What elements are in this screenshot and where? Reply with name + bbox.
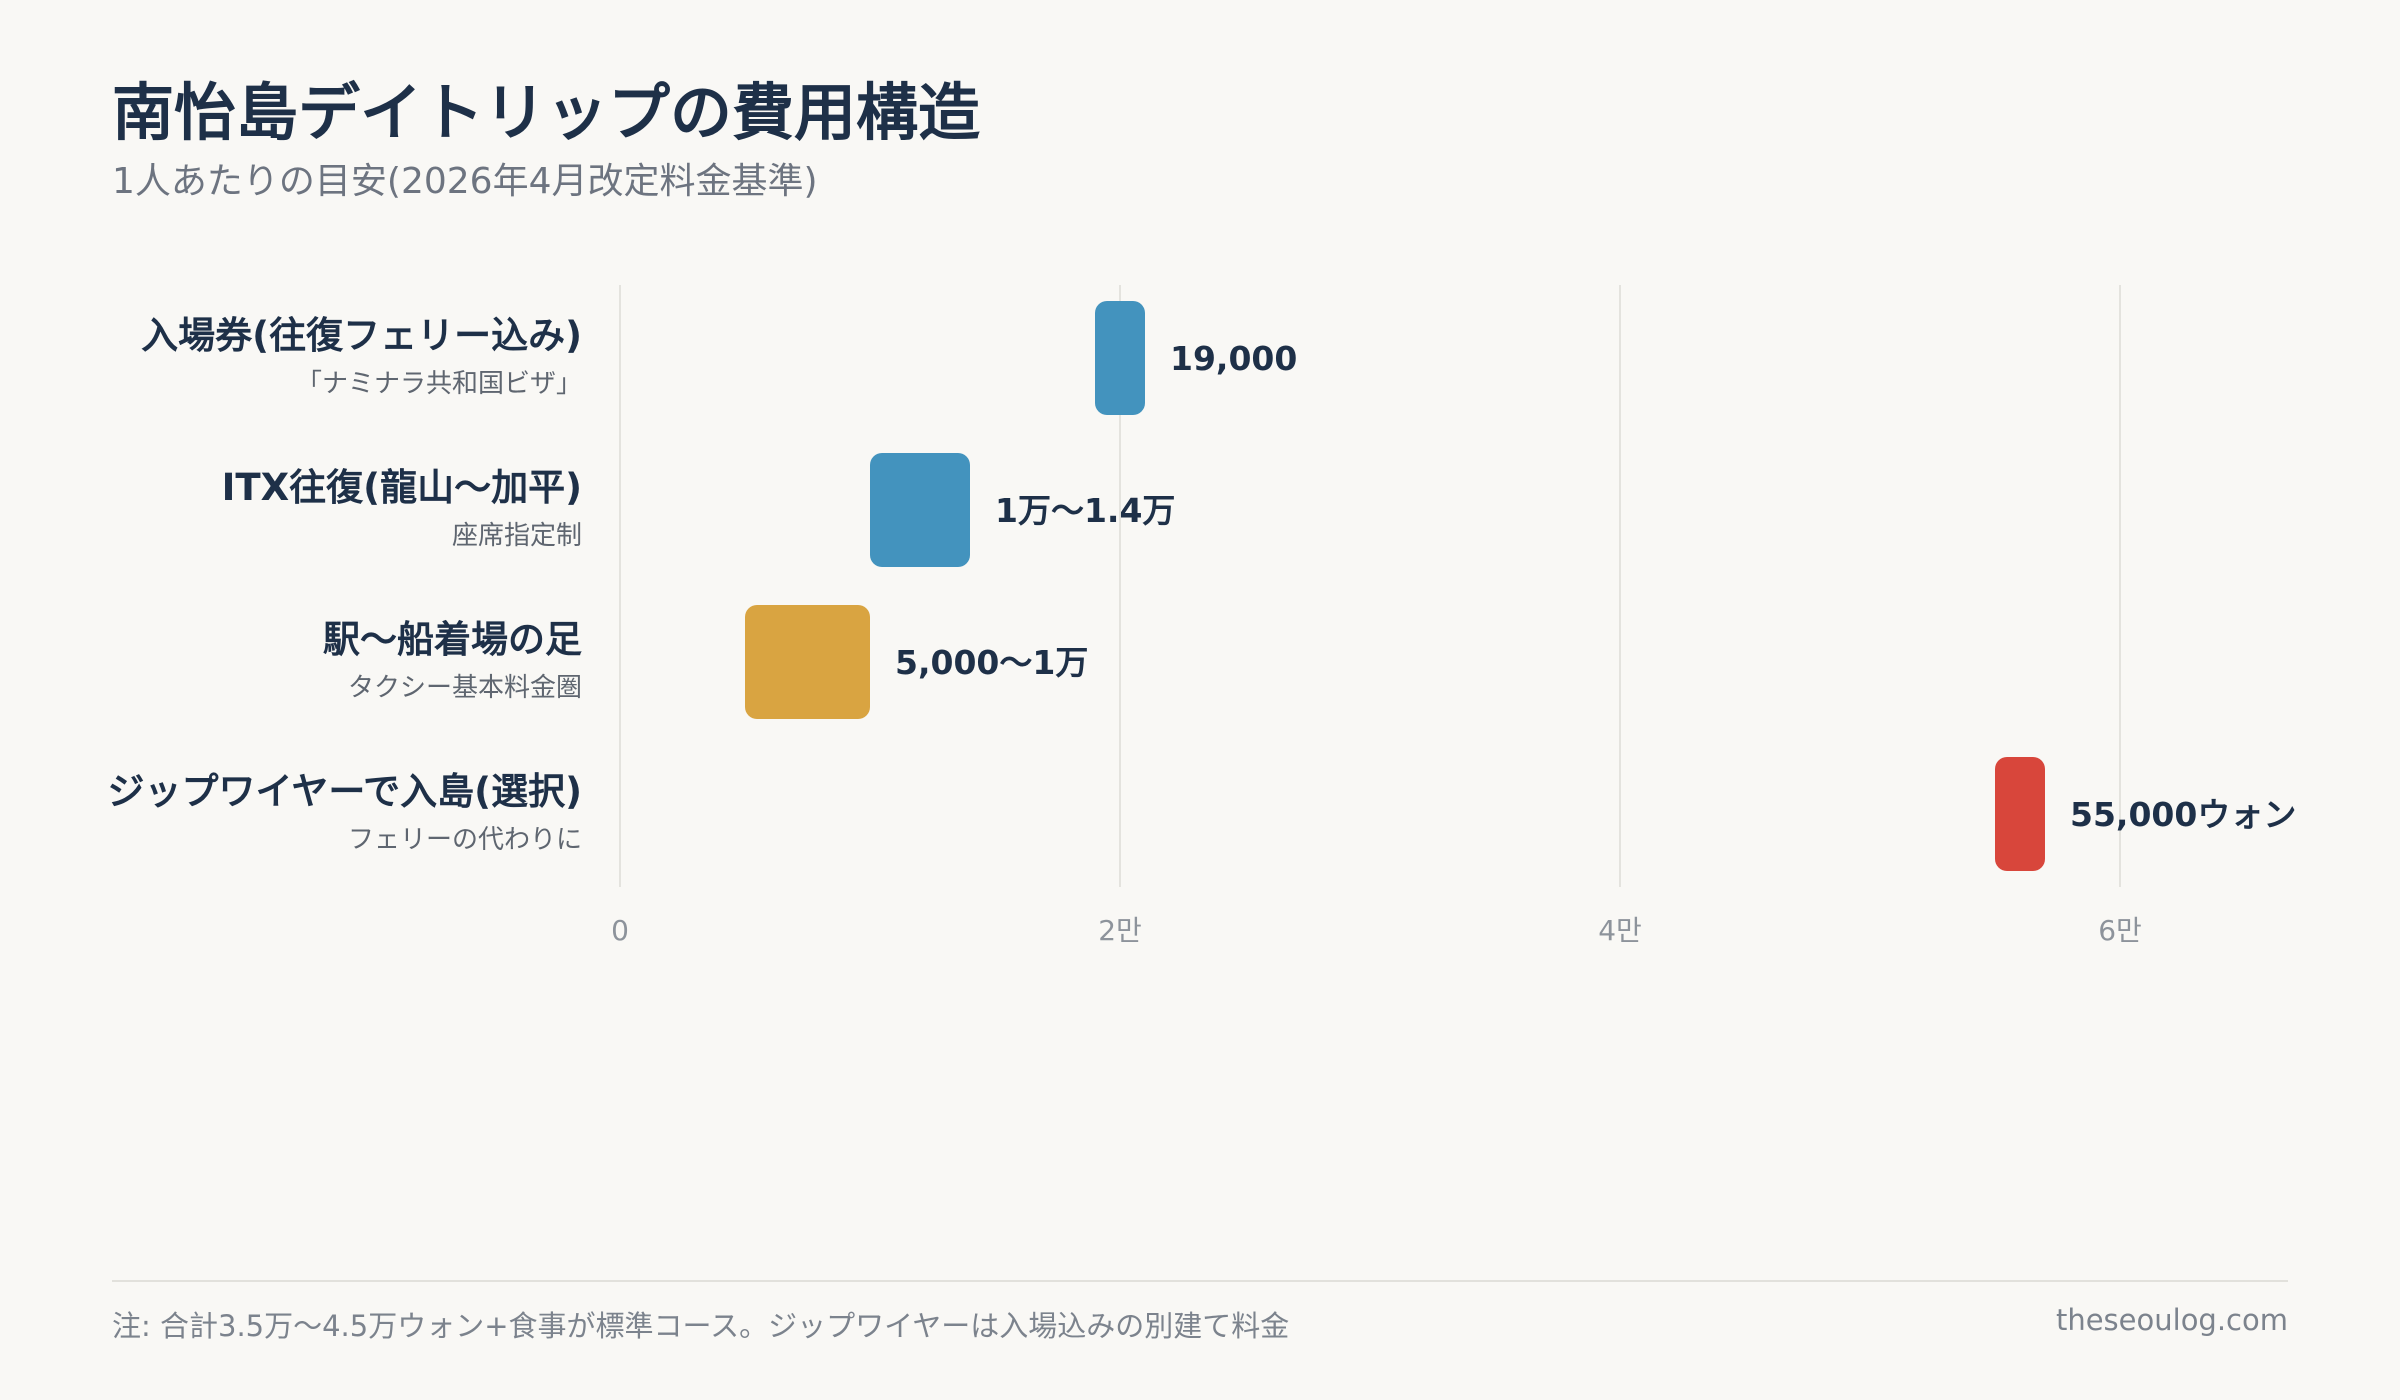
bar-1	[870, 453, 970, 567]
x-tick-label-2: 4만	[1598, 914, 1642, 947]
grid-layer	[619, 285, 2121, 887]
bar-value-label-0: 19,000	[1170, 339, 1297, 378]
source-credit: theseoulog.com	[2055, 1303, 2288, 1337]
category-label-2: 駅〜船着場の足	[323, 618, 582, 661]
category-sublabel-2: タクシー基本料金圏	[348, 673, 582, 703]
range-bar-chart: 19,000 入場券(往復フェリー込み) 「ナミナラ共和国ビザ」 1万〜1.4万 ITX…	[108, 285, 2297, 947]
category-label-3: ジップワイヤーで入島(選択)	[108, 770, 583, 813]
category-label-1: ITX往復(龍山〜加平)	[222, 466, 582, 509]
x-tick-label-0: 0	[611, 914, 629, 947]
category-sublabel-1: 座席指定制	[452, 521, 582, 551]
chart-title: 南怡島デイトリップの費用構造	[112, 76, 981, 149]
chart-subtitle: 1人あたりの目安(2026年4月改定料金基準)	[112, 161, 818, 202]
category-sublabel-0: 「ナミナラ共和国ビザ」	[296, 369, 582, 399]
bar-value-label-3: 55,000ウォン	[2070, 795, 2296, 834]
bar-value-label-2: 5,000〜1万	[895, 643, 1088, 682]
footer-divider	[112, 1280, 2288, 1282]
category-label-0: 入場券(往復フェリー込み)	[141, 314, 582, 357]
bar-layer	[745, 301, 2045, 871]
bar-3	[1995, 757, 2045, 871]
bar-value-label-1: 1万〜1.4万	[995, 491, 1175, 530]
category-sublabel-3: フェリーの代わりに	[348, 825, 582, 855]
x-tick-label-1: 2만	[1098, 914, 1142, 947]
bar-2	[745, 605, 870, 719]
bar-0	[1095, 301, 1145, 415]
label-layer: 19,000 入場券(往復フェリー込み) 「ナミナラ共和国ビザ」 1万〜1.4万 ITX…	[108, 314, 2297, 855]
footnote: 注: 合計3.5万〜4.5万ウォン+食事が標準コース。ジップワイヤーは入場込みの…	[112, 1309, 1290, 1343]
x-tick-label-3: 6만	[2098, 914, 2142, 947]
tick-layer: 0 2만 4만 6만	[611, 914, 2142, 947]
